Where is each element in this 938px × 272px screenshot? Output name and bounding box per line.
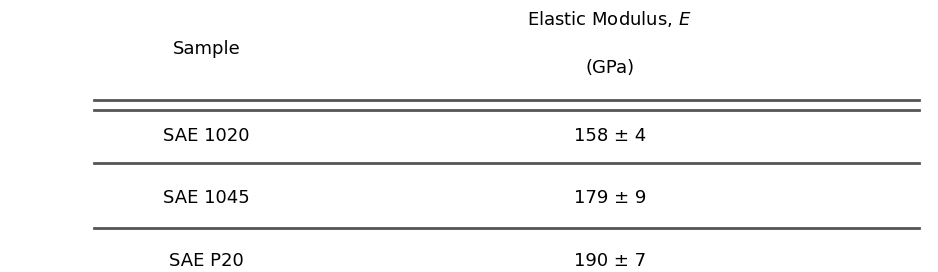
Text: SAE 1020: SAE 1020 <box>163 127 250 145</box>
Text: 158 ± 4: 158 ± 4 <box>573 127 646 145</box>
Text: Sample: Sample <box>173 40 240 58</box>
Text: (GPa): (GPa) <box>585 59 634 77</box>
Text: SAE 1045: SAE 1045 <box>163 189 250 207</box>
Text: SAE P20: SAE P20 <box>169 252 244 270</box>
Text: 190 ± 7: 190 ± 7 <box>574 252 645 270</box>
Text: 179 ± 9: 179 ± 9 <box>573 189 646 207</box>
Text: Elastic Modulus, $\mathit{E}$: Elastic Modulus, $\mathit{E}$ <box>527 9 692 29</box>
